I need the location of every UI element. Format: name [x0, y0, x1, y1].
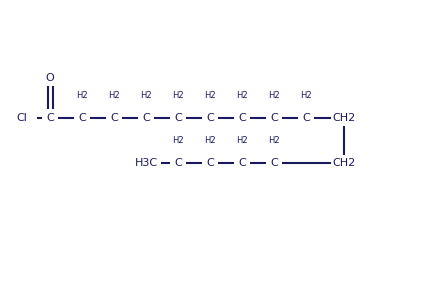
Text: H2: H2	[236, 91, 248, 100]
Text: O: O	[45, 73, 54, 83]
Text: C: C	[174, 158, 182, 168]
Text: H2: H2	[236, 136, 248, 145]
Text: C: C	[78, 113, 86, 123]
Text: C: C	[174, 113, 182, 123]
Text: H2: H2	[268, 136, 280, 145]
Text: H2: H2	[300, 91, 312, 100]
Text: C: C	[270, 158, 278, 168]
Text: H2: H2	[76, 91, 88, 100]
Text: C: C	[206, 158, 214, 168]
Text: Cl: Cl	[17, 113, 28, 123]
Text: C: C	[238, 158, 246, 168]
Text: C: C	[270, 113, 278, 123]
Text: C: C	[46, 113, 54, 123]
Text: H2: H2	[140, 91, 152, 100]
Text: CH2: CH2	[333, 158, 356, 168]
Text: C: C	[238, 113, 246, 123]
Text: H2: H2	[204, 136, 216, 145]
Text: C: C	[206, 113, 214, 123]
Text: CH2: CH2	[333, 113, 356, 123]
Text: C: C	[302, 113, 310, 123]
Text: H2: H2	[204, 91, 216, 100]
Text: C: C	[110, 113, 118, 123]
Text: H3C: H3C	[135, 158, 158, 168]
Text: H2: H2	[172, 91, 184, 100]
Text: H2: H2	[108, 91, 120, 100]
Text: H2: H2	[172, 136, 184, 145]
Text: H2: H2	[268, 91, 280, 100]
Text: C: C	[142, 113, 150, 123]
